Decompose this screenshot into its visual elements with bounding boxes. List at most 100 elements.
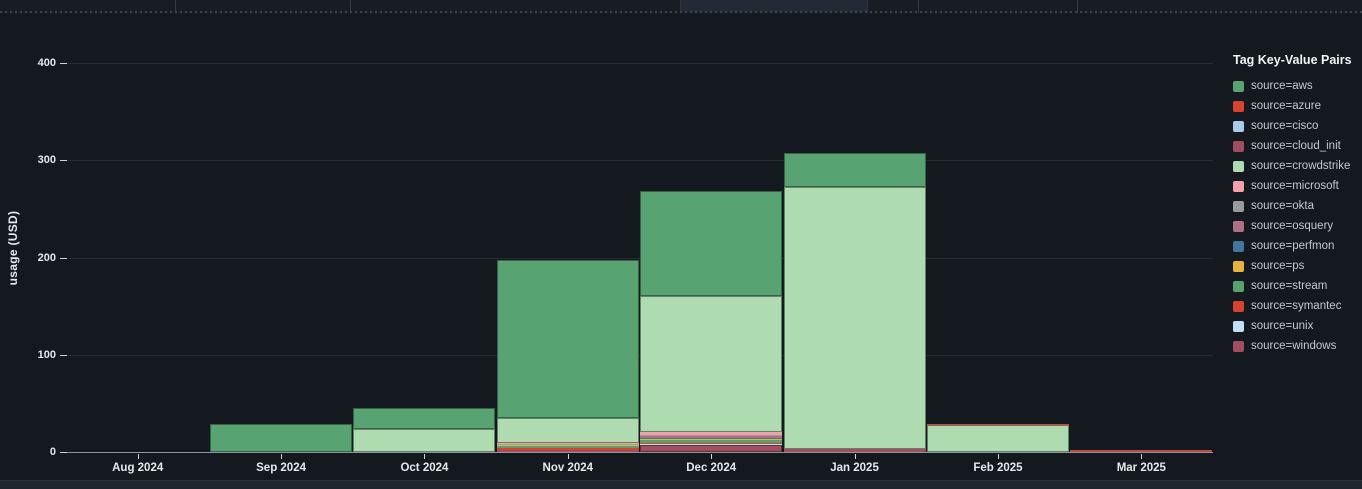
legend-item-unix[interactable]: source=unix [1233,317,1313,335]
bottom-edge [0,480,1362,489]
legend-swatch-icon [1233,261,1244,272]
legend: Tag Key-Value Pairs source=aws source=azu… [1231,14,1362,481]
legend-item-label: source=cisco [1251,120,1318,132]
x-tick-mark [711,454,712,459]
legend-swatch-icon [1233,241,1244,252]
legend-item-label: source=unix [1251,320,1313,332]
legend-item-osquery[interactable]: source=osquery [1233,217,1333,235]
x-tick-mark [855,454,856,459]
gridline [66,63,1213,64]
usage-chart: usage (USD) 0 100 200 300 400 Aug 2024 Sep 20… [0,14,1230,481]
legend-swatch-icon [1233,301,1244,312]
legend-swatch-icon [1233,141,1244,152]
legend-item-crowdstrike[interactable]: source=crowdstrike [1233,157,1350,175]
legend-item-label: source=osquery [1251,220,1333,232]
y-tick-mark [60,452,67,453]
legend-item-ps[interactable]: source=ps [1233,257,1304,275]
bar-segment-crowdstrike[interactable] [497,418,639,443]
bar-segment-windows[interactable] [497,450,639,452]
x-axis-line [66,452,1213,453]
legend-swatch-icon [1233,81,1244,92]
top-toolbar [0,0,1362,14]
stacked-bar-jan-2025[interactable] [784,153,926,452]
legend-item-label: source=ps [1251,260,1304,272]
legend-item-label: source=microsoft [1251,180,1339,192]
legend-item-aws[interactable]: source=aws [1233,77,1313,95]
y-axis-title: usage (USD) [6,138,22,358]
bar-segment-crowdstrike[interactable] [927,425,1069,452]
legend-swatch-icon [1233,121,1244,132]
drag-handle-dots [0,11,1362,13]
stacked-bar-nov-2024[interactable] [497,260,639,452]
legend-item-label: source=symantec [1251,300,1341,312]
x-tick-mark [1141,454,1142,459]
y-tick-label: 200 [14,252,56,264]
bar-segment-windows[interactable] [784,449,926,452]
bar-segment-aws[interactable] [497,260,639,418]
legend-swatch-icon [1233,161,1244,172]
y-tick-label: 100 [14,349,56,361]
x-tick-mark [138,454,139,459]
y-tick-mark [60,160,67,161]
stacked-bar-sep-2024[interactable] [210,424,352,452]
stacked-bar-dec-2024[interactable] [640,191,782,452]
legend-item-label: source=windows [1251,340,1336,352]
bar-segment-windows[interactable] [1070,451,1212,452]
x-tick-mark [568,454,569,459]
x-tick-mark [424,454,425,459]
legend-item-label: source=azure [1251,100,1321,112]
legend-swatch-icon [1233,181,1244,192]
legend-swatch-icon [1233,341,1244,352]
y-tick-label: 0 [14,446,56,458]
usage-dashboard-panel: usage (USD) 0 100 200 300 400 Aug 2024 Sep 20… [0,0,1362,489]
bar-segment-crowdstrike[interactable] [784,187,926,449]
legend-item-label: source=aws [1251,80,1313,92]
legend-item-label: source=stream [1251,280,1327,292]
legend-swatch-icon [1233,221,1244,232]
legend-swatch-icon [1233,201,1244,212]
legend-item-okta[interactable]: source=okta [1233,197,1314,215]
bar-segment-aws[interactable] [353,408,495,428]
legend-swatch-icon [1233,101,1244,112]
bar-segment-aws[interactable] [640,191,782,296]
legend-item-microsoft[interactable]: source=microsoft [1233,177,1339,195]
x-tick-mark [998,454,999,459]
bar-segment-crowdstrike[interactable] [353,429,495,452]
y-tick-mark [60,258,67,259]
x-tick-label: Dec 2024 [661,462,761,474]
x-tick-label: Oct 2024 [374,462,474,474]
x-tick-mark [281,454,282,459]
legend-item-label: source=okta [1251,200,1314,212]
bar-segment-aws[interactable] [784,153,926,187]
bar-segment-windows[interactable] [640,445,782,452]
legend-item-cloud_init[interactable]: source=cloud_init [1233,137,1341,155]
legend-item-label: source=crowdstrike [1251,160,1350,172]
x-tick-label: Aug 2024 [88,462,188,474]
x-tick-label: Nov 2024 [518,462,618,474]
stacked-bar-oct-2024[interactable] [353,408,495,452]
x-tick-label: Sep 2024 [231,462,331,474]
x-tick-label: Mar 2025 [1091,462,1191,474]
legend-item-azure[interactable]: source=azure [1233,97,1321,115]
legend-title: Tag Key-Value Pairs [1233,53,1352,67]
x-tick-label: Jan 2025 [805,462,905,474]
legend-item-symantec[interactable]: source=symantec [1233,297,1341,315]
bar-segment-aws[interactable] [210,424,352,452]
legend-item-cisco[interactable]: source=cisco [1233,117,1318,135]
legend-swatch-icon [1233,321,1244,332]
legend-item-stream[interactable]: source=stream [1233,277,1327,295]
bar-segment-crowdstrike[interactable] [640,296,782,432]
y-tick-mark [60,63,67,64]
x-tick-label: Feb 2025 [948,462,1048,474]
y-tick-label: 400 [14,57,56,69]
stacked-bar-feb-2025[interactable] [927,424,1069,452]
legend-item-label: source=perfmon [1251,240,1334,252]
legend-swatch-icon [1233,281,1244,292]
y-tick-mark [60,355,67,356]
legend-item-label: source=cloud_init [1251,140,1341,152]
stacked-bar-mar-2025[interactable] [1070,450,1212,452]
y-tick-label: 300 [14,154,56,166]
legend-item-perfmon[interactable]: source=perfmon [1233,237,1334,255]
gridline [66,160,1213,161]
legend-item-windows[interactable]: source=windows [1233,337,1336,355]
